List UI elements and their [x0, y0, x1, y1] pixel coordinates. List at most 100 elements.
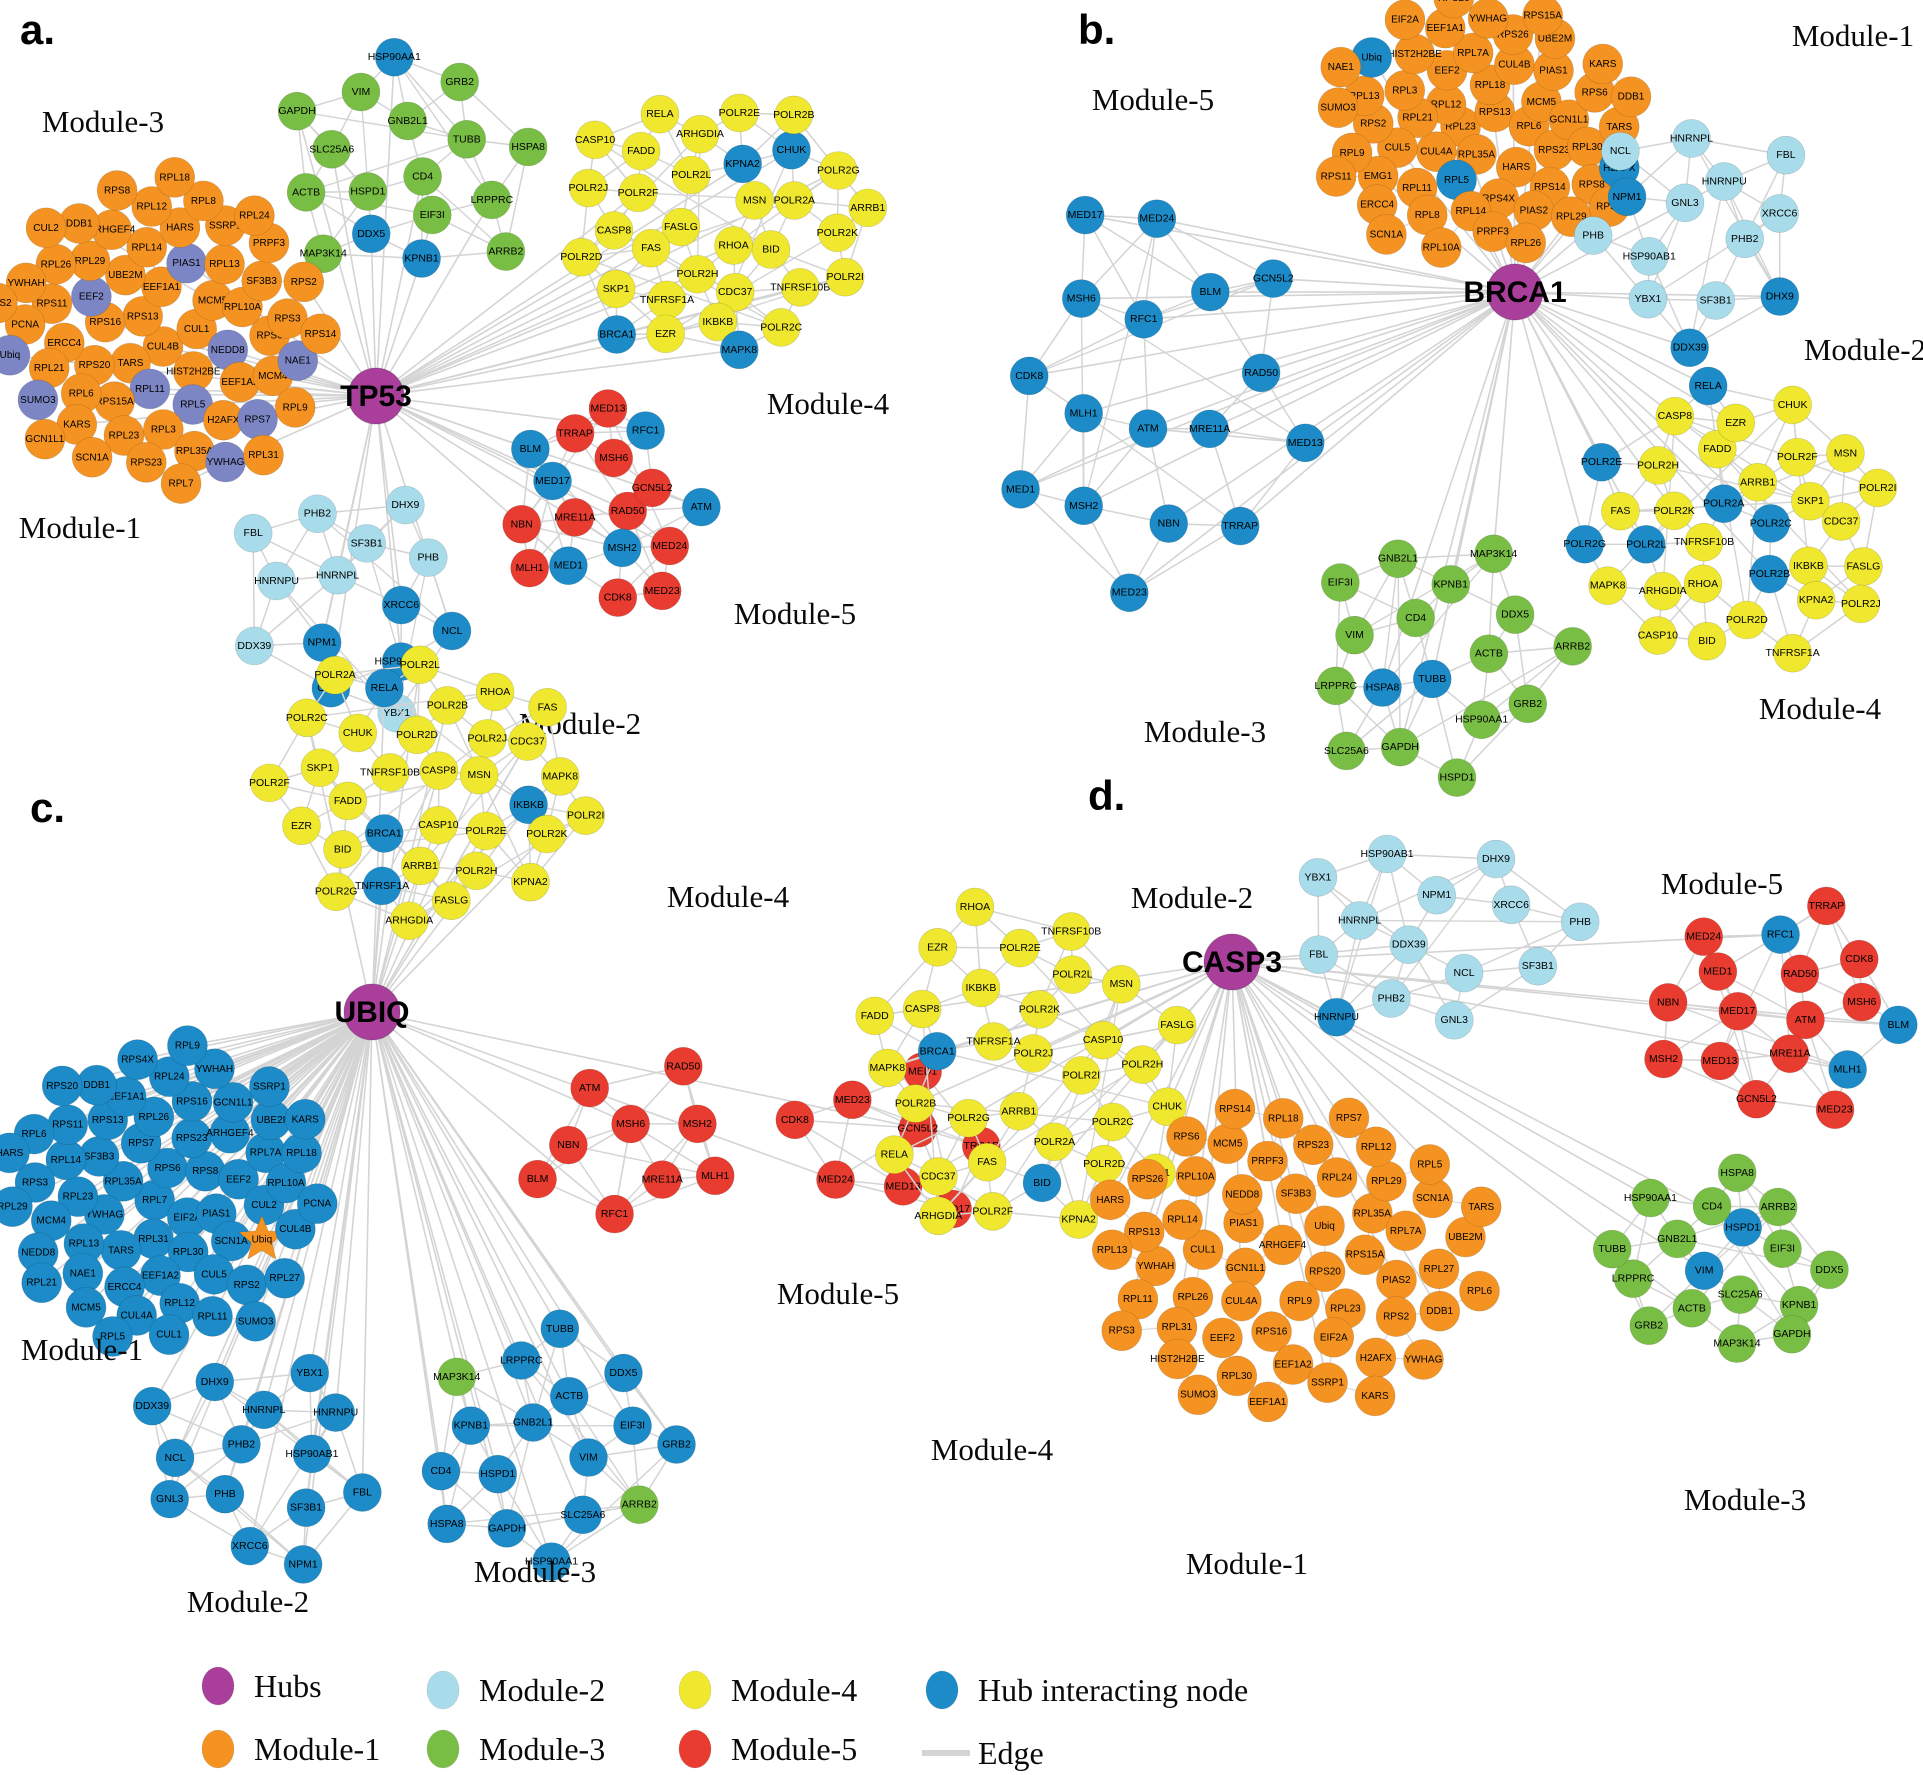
hub-edge — [249, 1011, 373, 1547]
node-label-PIAS1: PIAS1 — [172, 258, 201, 269]
node-label-GNB2L1: GNB2L1 — [1378, 553, 1418, 565]
node-label-ACTB: ACTB — [292, 186, 320, 198]
node-label-ARRB2: ARRB2 — [1555, 640, 1590, 652]
node-POLR2A — [315, 655, 355, 695]
node-label-DDX39: DDX39 — [1392, 939, 1426, 951]
node-RELA — [875, 1135, 914, 1174]
node-label-TARS: TARS — [108, 1245, 134, 1256]
node-label-FADD: FADD — [861, 1010, 889, 1022]
node-label-BLM: BLM — [1200, 286, 1222, 298]
node-TARS — [1460, 1186, 1502, 1228]
node-label-EIF3I: EIF3I — [1328, 577, 1353, 589]
node-label-GCN1L1: GCN1L1 — [25, 434, 64, 445]
node-label-ERCC4: ERCC4 — [47, 338, 81, 349]
node-label-RPL14: RPL14 — [1167, 1215, 1198, 1226]
node-HSP90AA1 — [1462, 700, 1501, 740]
node-CUL1 — [1182, 1229, 1224, 1270]
node-NEDD8 — [1222, 1174, 1263, 1215]
node-label-CHUK: CHUK — [1778, 399, 1808, 411]
node-label-POLR2H: POLR2H — [455, 865, 497, 877]
node-label-PIAS2: PIAS2 — [1520, 206, 1549, 217]
node-CDK8 — [1009, 356, 1049, 396]
node-label-ARHGEF4: ARHGEF4 — [206, 1128, 254, 1139]
node-GNB2L1 — [1378, 539, 1418, 578]
node-label-POLR2G: POLR2G — [947, 1112, 990, 1124]
node-ATM — [1128, 409, 1168, 448]
node-GRB2 — [657, 1425, 696, 1464]
node-HARS — [1089, 1179, 1131, 1221]
node-label-POLR2B: POLR2B — [1749, 568, 1790, 580]
node-GNB2L1 — [1657, 1219, 1697, 1259]
node-RPS14 — [300, 313, 341, 355]
node-label-CUL1: CUL1 — [184, 324, 210, 335]
node-label-FASLG: FASLG — [1160, 1019, 1194, 1031]
node-label-ACTB: ACTB — [1678, 1302, 1706, 1314]
hub-label-ubiq: UBIQ — [335, 996, 410, 1029]
node-RPS26 — [1127, 1158, 1168, 1200]
node-RELA — [365, 668, 404, 708]
node-EEF2 — [218, 1158, 259, 1200]
node-label-RHOA: RHOA — [1688, 578, 1718, 590]
node-label-HNRNPU: HNRNPU — [313, 1407, 358, 1419]
node-label-NBN: NBN — [1158, 518, 1180, 530]
node-label-KPNB1: KPNB1 — [404, 253, 439, 265]
node-CDC37 — [1821, 502, 1861, 541]
node-TRRAP — [1807, 886, 1846, 926]
node-PHB — [205, 1474, 245, 1514]
node-label-MED23: MED23 — [835, 1094, 870, 1106]
node-label-RPL11: RPL11 — [1123, 1294, 1153, 1305]
node-label-ARHGDIA: ARHGDIA — [385, 915, 433, 927]
node-label-POLR2H: POLR2H — [1637, 459, 1679, 471]
node-label-POLR2J: POLR2J — [1014, 1047, 1054, 1059]
node-label-PHB2: PHB2 — [304, 508, 332, 520]
node-label-RPL12: RPL12 — [136, 201, 167, 212]
edge — [446, 1503, 640, 1525]
node-DDB1 — [1610, 76, 1652, 118]
node-label-PHB: PHB — [1582, 230, 1604, 242]
node-CASP8 — [419, 751, 459, 790]
node-EEF1A1 — [1247, 1381, 1289, 1423]
node-label-TNFRSF1A: TNFRSF1A — [355, 880, 409, 892]
node-FAS — [631, 228, 671, 268]
node-label-RPS8: RPS8 — [192, 1166, 219, 1177]
node-label-MED13: MED13 — [886, 1180, 921, 1192]
edge — [1779, 934, 1791, 1054]
node-label-RPL6: RPL6 — [22, 1129, 47, 1140]
node-label-CASP10: CASP10 — [1083, 1034, 1123, 1046]
node-label-NPM1: NPM1 — [1422, 889, 1451, 901]
node-CASP10 — [1083, 1020, 1123, 1060]
node-label-RPS4X: RPS4X — [1482, 194, 1515, 205]
node-PHB — [408, 538, 448, 577]
panel-letter-a: a. — [20, 6, 55, 53]
hub-edge — [1231, 961, 1705, 1272]
edge — [520, 1360, 640, 1506]
node-POLR2H — [1638, 446, 1678, 485]
node-label-POLR2I: POLR2I — [826, 271, 863, 283]
node-label-MED24: MED24 — [818, 1174, 853, 1186]
node-label-MSH6: MSH6 — [599, 452, 628, 464]
node-RPS3 — [1101, 1310, 1143, 1352]
hub-edge — [187, 1011, 373, 1047]
node-CD4 — [1396, 598, 1435, 638]
node-MED13 — [1700, 1041, 1740, 1081]
node-MED17 — [1718, 991, 1758, 1031]
edge — [1381, 558, 1399, 688]
node-label-ATM: ATM — [691, 501, 712, 513]
node-label-CDK8: CDK8 — [1015, 370, 1043, 382]
node-label-NAE1: NAE1 — [285, 356, 312, 367]
node-label-NEDD8: NEDD8 — [21, 1248, 55, 1259]
node-label-KPNA2: KPNA2 — [1799, 594, 1834, 606]
node-POLR2K — [1020, 990, 1059, 1029]
node-label-RPL12: RPL12 — [1361, 1142, 1392, 1153]
node-EIF3I — [1763, 1229, 1802, 1269]
node-label-TRRAP: TRRAP — [557, 427, 593, 439]
node-label-SCN1A: SCN1A — [215, 1236, 249, 1247]
node-DDB1 — [1419, 1290, 1461, 1332]
node-label-RPS15A: RPS15A — [1346, 1250, 1385, 1261]
node-label-ARRB1: ARRB1 — [850, 202, 885, 214]
node-label-HSPD1: HSPD1 — [480, 1468, 515, 1480]
node-MED23 — [1815, 1090, 1855, 1129]
node-label-MAP3K14: MAP3K14 — [1470, 548, 1517, 560]
node-KPNB1 — [402, 239, 441, 278]
node-label-MED24: MED24 — [1686, 931, 1721, 943]
